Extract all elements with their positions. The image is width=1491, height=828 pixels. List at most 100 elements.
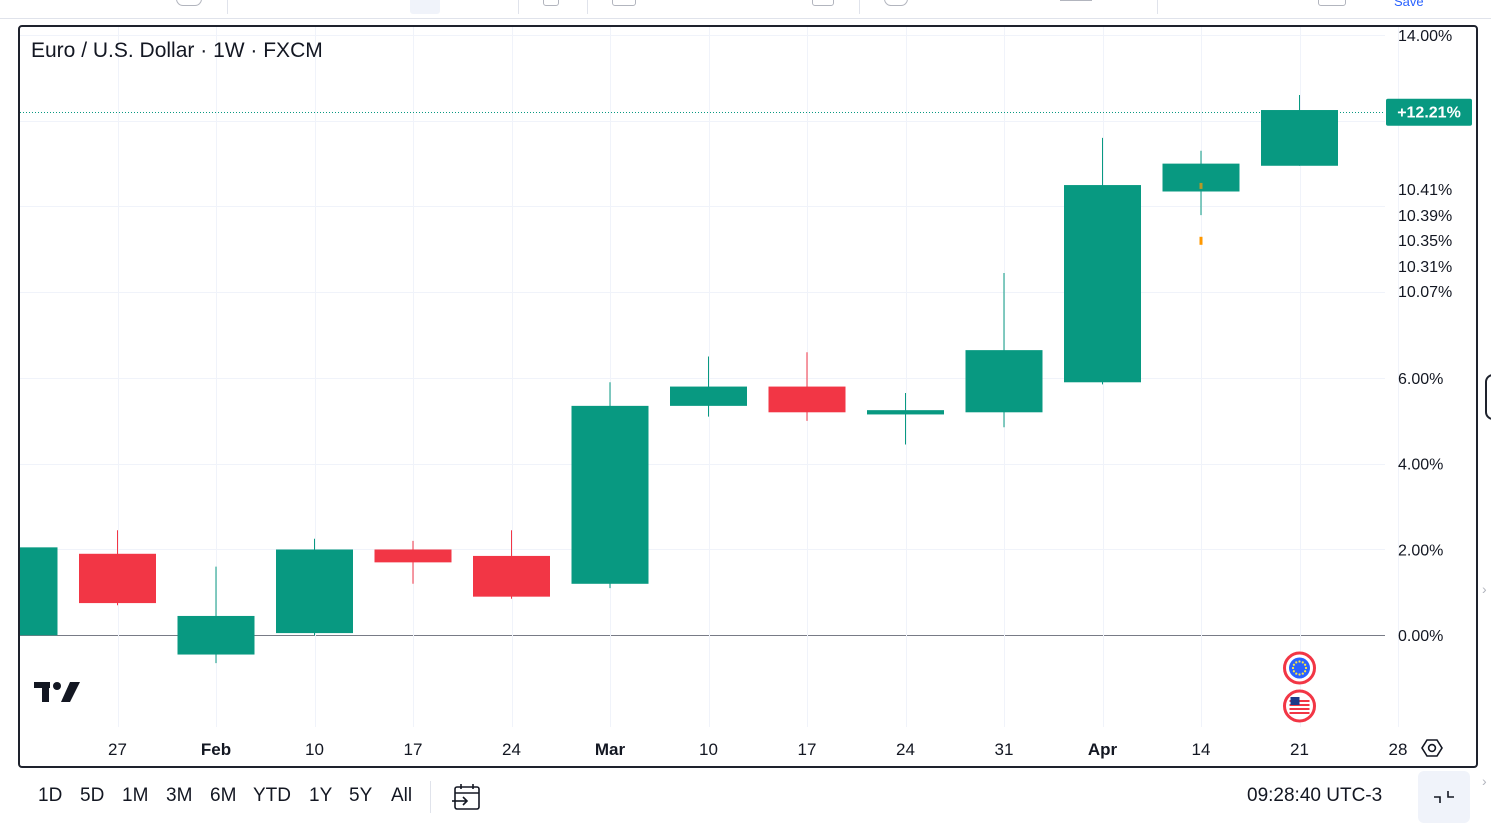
- x-axis-label: 28: [1389, 740, 1408, 759]
- eu-flag-field: [1289, 657, 1310, 679]
- x-axis-label: 24: [502, 740, 521, 759]
- price-axis-label: 2.00%: [1398, 542, 1443, 559]
- x-axis-label: 21: [1290, 740, 1309, 759]
- price-axis-label: 14.00%: [1398, 28, 1452, 45]
- candle-body[interactable]: [473, 555, 550, 597]
- range-button-3m[interactable]: 3M: [166, 785, 193, 806]
- legend-separator: ·: [244, 39, 264, 62]
- range-button-ytd[interactable]: YTD: [253, 785, 291, 806]
- candle-body[interactable]: [571, 405, 649, 584]
- eu-flag-star: [1304, 666, 1308, 670]
- candle-body[interactable]: [276, 549, 353, 634]
- candle-body[interactable]: [177, 615, 255, 655]
- eu-flag-star: [1298, 660, 1301, 663]
- candle-body[interactable]: [768, 386, 846, 413]
- x-axis-label: 17: [798, 740, 817, 759]
- x-axis-label: Mar: [595, 740, 626, 759]
- interval-label: 1W: [213, 39, 245, 62]
- chart-settings-icon[interactable]: [1421, 737, 1443, 759]
- layout-icon[interactable]: [612, 0, 636, 6]
- eu-flag-star: [1301, 672, 1304, 675]
- eu-flag-star: [1295, 661, 1298, 664]
- eu-flag-star: [1298, 673, 1301, 676]
- bottom-divider: [430, 781, 431, 813]
- orange-marker: [1199, 236, 1203, 245]
- orange-marker: [1199, 182, 1203, 189]
- price-axis-label: 10.07%: [1398, 284, 1452, 301]
- range-button-6m[interactable]: 6M: [210, 785, 237, 806]
- candle-body[interactable]: [374, 549, 452, 563]
- maximize-button[interactable]: [1418, 771, 1470, 823]
- toolbar-divider: [587, 0, 588, 14]
- price-axis-label: 10.35%: [1398, 233, 1452, 250]
- price-axis-label: 10.39%: [1398, 208, 1452, 225]
- replay-icon[interactable]: [884, 0, 908, 6]
- layout-menu-icon[interactable]: [1318, 0, 1346, 6]
- toolbar-divider: [518, 0, 519, 14]
- symbol-name: Euro / U.S. Dollar: [31, 39, 195, 62]
- candle-body[interactable]: [670, 386, 747, 406]
- toolbar-button[interactable]: [410, 0, 440, 14]
- eu-flag-star: [1295, 672, 1298, 675]
- us-flag-stripe: [1289, 708, 1310, 710]
- undo-icon[interactable]: [1060, 0, 1092, 1]
- candle-body[interactable]: [1064, 185, 1141, 383]
- x-axis-label: 24: [896, 740, 915, 759]
- x-axis-label: Apr: [1088, 740, 1118, 759]
- eu-flag-star: [1304, 670, 1307, 673]
- expand-icon: [1434, 791, 1454, 803]
- x-axis-label: 31: [995, 740, 1014, 759]
- us-flag-canton: [1290, 697, 1300, 705]
- current-price-badge: [1386, 98, 1472, 126]
- price-axis-label: 10.41%: [1398, 182, 1452, 199]
- save-button[interactable]: Save: [1394, 0, 1424, 9]
- x-axis-label: 14: [1192, 740, 1211, 759]
- alert-icon[interactable]: [812, 0, 834, 6]
- range-button-1d[interactable]: 1D: [38, 785, 63, 806]
- indicators-icon[interactable]: [543, 0, 559, 6]
- range-button-5d[interactable]: 5D: [80, 785, 105, 806]
- chevron-right-icon[interactable]: ›: [1482, 773, 1487, 789]
- tradingview-logo[interactable]: [34, 680, 82, 711]
- bottom-toolbar: 1D 5D 1M 3M 6M YTD 1Y 5Y All 09:28:40 UT…: [18, 771, 1474, 823]
- candle-body[interactable]: [20, 547, 58, 636]
- candle-body[interactable]: [965, 350, 1043, 413]
- candle-body[interactable]: [79, 553, 156, 604]
- x-axis-label: Feb: [201, 740, 231, 759]
- toolbar-divider: [1157, 0, 1158, 14]
- eu-flag-star: [1301, 661, 1304, 664]
- eu-flag-star: [1292, 670, 1295, 673]
- price-axis-label: 6.00%: [1398, 371, 1443, 388]
- current-price-label: +12.21%: [1397, 105, 1461, 122]
- legend-separator: ·: [194, 39, 214, 62]
- top-toolbar: Save: [0, 0, 1491, 19]
- price-axis-label: 0.00%: [1398, 628, 1443, 645]
- candle-body[interactable]: [867, 410, 944, 415]
- chevron-right-icon[interactable]: ›: [1482, 581, 1487, 597]
- timezone-clock[interactable]: 09:28:40 UTC-3: [1247, 785, 1383, 806]
- range-button-5y[interactable]: 5Y: [349, 785, 373, 806]
- eu-flag-star: [1304, 663, 1307, 666]
- price-axis-label: 10.31%: [1398, 259, 1452, 276]
- eu-flag-star: [1291, 666, 1295, 670]
- chart-pane[interactable]: 27 Feb 10 17 24 Mar 10 17 24 31 Apr 14 21 28 14.00% 6.0…: [18, 25, 1478, 768]
- x-axis-label: 17: [404, 740, 423, 759]
- eu-flag-star: [1292, 663, 1295, 666]
- side-panel-handle[interactable]: [1485, 374, 1491, 420]
- us-flag-stripe: [1289, 712, 1310, 714]
- x-axis-label: 27: [108, 740, 127, 759]
- range-button-all[interactable]: All: [391, 785, 413, 806]
- source-label: FXCM: [263, 39, 323, 62]
- toolbar-divider: [227, 0, 228, 14]
- x-axis-label: 10: [305, 740, 324, 759]
- go-to-date-icon[interactable]: [451, 781, 483, 813]
- range-button-1m[interactable]: 1M: [122, 785, 149, 806]
- candle-body[interactable]: [1261, 110, 1338, 166]
- toolbar-divider: [859, 0, 860, 14]
- candlestick-chart[interactable]: 27 Feb 10 17 24 Mar 10 17 24 31 Apr 14 21 28 14.00% 6.0…: [20, 27, 1476, 766]
- range-button-1y[interactable]: 1Y: [309, 785, 333, 806]
- symbol-legend[interactable]: Euro / U.S. Dollar · 1W · FXCM: [31, 39, 323, 63]
- x-axis-label: 10: [699, 740, 718, 759]
- toolbar-icon[interactable]: [176, 0, 202, 6]
- price-axis-label: 4.00%: [1398, 457, 1443, 474]
